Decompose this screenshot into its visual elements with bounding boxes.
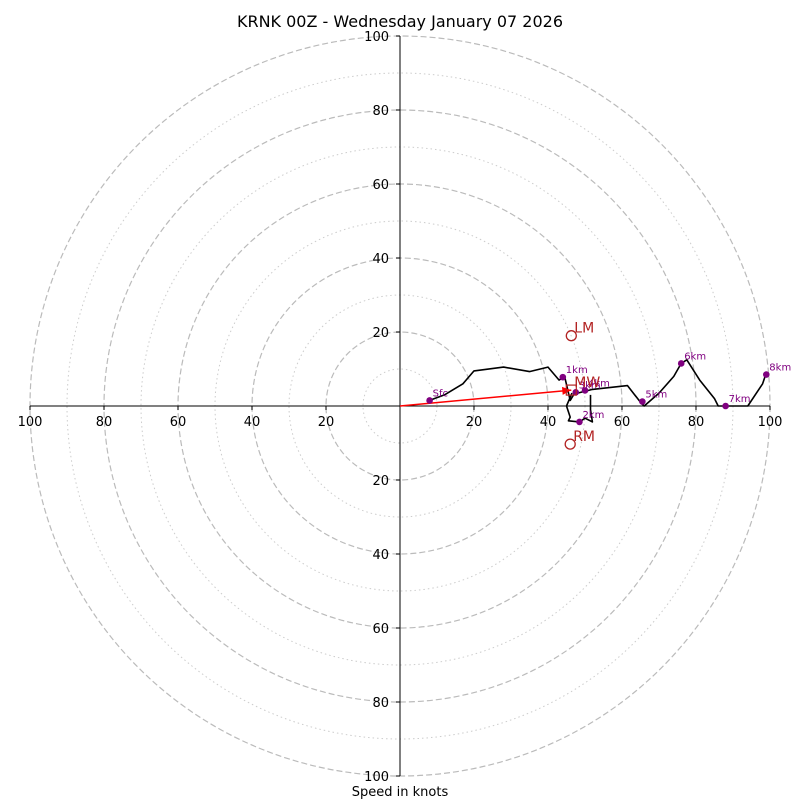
height-marker-5km — [639, 398, 646, 405]
x-tick-label: 20 — [466, 415, 483, 430]
x-tick-label: 80 — [688, 415, 705, 430]
y-tick-label: 60 — [372, 178, 389, 193]
rm-storm-motion-marker — [564, 438, 576, 450]
height-marker-7km — [722, 402, 729, 410]
height-marker-8km — [763, 371, 770, 378]
height-marker-6km — [677, 360, 685, 367]
storm-motion-label: RM — [573, 429, 595, 445]
y-tick-label: 80 — [372, 696, 389, 711]
x-tick-label: 20 — [318, 415, 335, 430]
x-tick-label: 40 — [540, 415, 557, 430]
height-marker-label: Sfc — [433, 388, 448, 399]
y-tick-label: 20 — [372, 474, 389, 489]
x-tick-label: 100 — [18, 415, 43, 430]
height-marker-label: 7km — [729, 394, 751, 405]
height-marker-2km — [576, 418, 583, 426]
height-marker-label: 4km — [588, 378, 610, 389]
x-tick-label: 60 — [614, 415, 631, 430]
x-axis-label: Speed in knots — [352, 785, 449, 800]
height-marker-label: 2km — [582, 410, 604, 421]
y-tick-label: 40 — [372, 548, 389, 563]
height-marker-1km — [559, 373, 567, 381]
y-tick-label: 80 — [372, 104, 389, 119]
height-marker-label: 1km — [566, 365, 588, 376]
height-marker-label: 5km — [645, 390, 667, 401]
lm-storm-motion-marker — [565, 330, 577, 342]
mean-wind-vector — [399, 389, 572, 407]
height-marker-label: 6km — [684, 351, 706, 362]
tick-labels: 100 80 60 40 20 20 40 60 80 100 100 80 60 40 20 20 40 60 8… — [18, 30, 783, 785]
storm-motion-markers: LM RM MW — [564, 321, 600, 450]
storm-motion-label: MW — [574, 375, 600, 391]
height-marker-4km — [581, 387, 589, 394]
storm-motion-label: LM — [574, 321, 594, 337]
y-tick-label: 20 — [372, 326, 389, 341]
height-marker-sfc — [426, 397, 433, 404]
y-tick-label: 100 — [364, 770, 389, 785]
y-tick-label: 100 — [364, 30, 389, 45]
x-tick-label: 100 — [758, 415, 783, 430]
x-tick-label: 40 — [244, 415, 261, 430]
chart-title: KRNK 00Z - Wednesday January 07 2026 — [237, 12, 563, 31]
hodograph-trace — [429, 358, 768, 407]
y-tick-label: 40 — [372, 252, 389, 267]
x-tick-label: 60 — [170, 415, 187, 430]
mean-wind-marker — [565, 384, 577, 396]
height-marker-label: 8km — [769, 363, 791, 374]
x-tick-label: 80 — [96, 415, 113, 430]
y-tick-label: 60 — [372, 622, 389, 637]
height-marker-label: 3km — [579, 380, 601, 391]
